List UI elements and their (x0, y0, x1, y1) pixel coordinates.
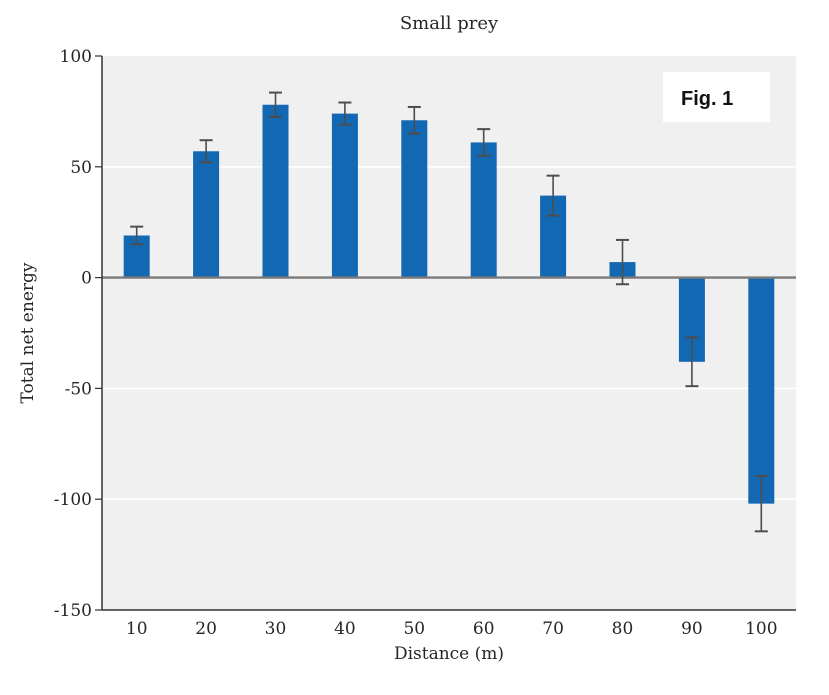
x-tick-label-60: 60 (473, 619, 495, 639)
y-tick-label--150: -150 (54, 601, 92, 621)
y-tick-label--50: -50 (65, 379, 92, 399)
x-tick-label-10: 10 (126, 619, 148, 639)
x-tick-label-90: 90 (681, 619, 703, 639)
x-tick-label-30: 30 (265, 619, 287, 639)
bar-100 (748, 277, 775, 504)
bar-60 (470, 142, 497, 278)
y-tick-label-0: 0 (81, 269, 92, 289)
x-tick-label-40: 40 (334, 619, 356, 639)
y-tick-label-100: 100 (60, 47, 92, 67)
bar-50 (401, 120, 428, 278)
x-tick-label-70: 70 (542, 619, 564, 639)
bar-20 (193, 151, 220, 278)
y-tick-label--100: -100 (54, 490, 92, 510)
figure-label-box: Fig. 1 (663, 72, 770, 122)
bar-40 (331, 113, 358, 278)
x-tick-label-100: 100 (745, 619, 777, 639)
x-axis-label: Distance (m) (394, 644, 504, 664)
x-tick-label-80: 80 (612, 619, 634, 639)
x-tick-label-50: 50 (403, 619, 425, 639)
plot-area: 100 50 0 -50 -100 -150 10 20 30 40 50 60 70 80 90 100 (54, 47, 796, 639)
figure-label: Fig. 1 (681, 88, 733, 110)
chart-title: Small prey (400, 13, 499, 34)
y-axis-label: Total net energy (18, 262, 38, 403)
y-tick-label-50: 50 (70, 158, 92, 178)
figure-label-background (663, 72, 770, 122)
bar-30 (262, 104, 289, 278)
x-tick-label-20: 20 (195, 619, 217, 639)
